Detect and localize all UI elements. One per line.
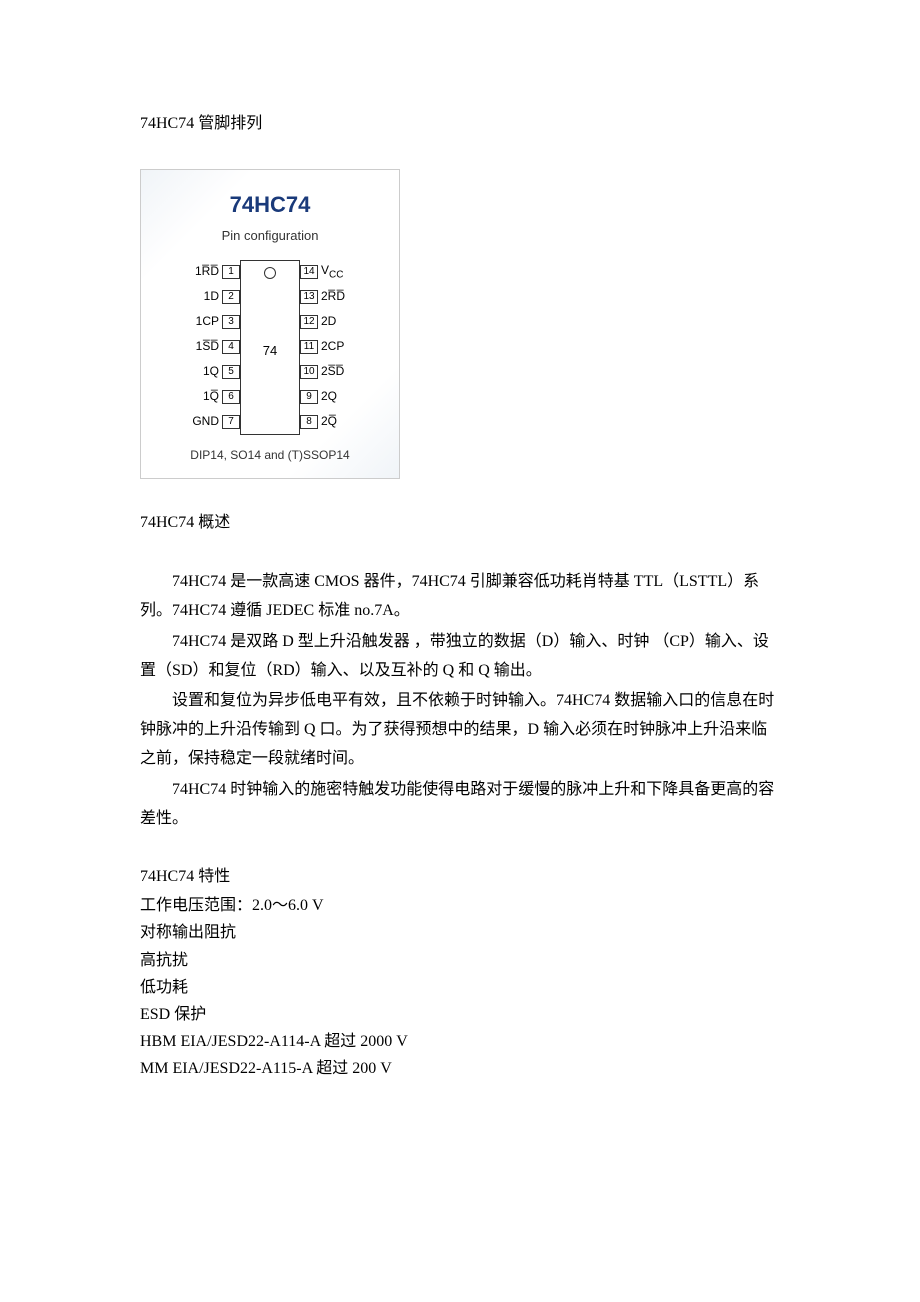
pin-label: 1Q̅ — [189, 386, 219, 408]
overview-section-title: 74HC74 概述 — [140, 509, 780, 538]
pin-number: 5 — [222, 365, 240, 379]
pin-label: 2S̅D̅ — [321, 361, 351, 383]
pin-row: 1S̅D̅ 4 — [189, 335, 240, 360]
feature-item: ESD 保护 — [140, 1001, 780, 1028]
pin-number: 6 — [222, 390, 240, 404]
pin-diagram: 74HC74 Pin configuration 1R̅D̅ 1 1D 2 1C… — [140, 169, 400, 480]
pinout-section-title: 74HC74 管脚排列 — [140, 110, 780, 139]
pin-number: 13 — [300, 290, 318, 304]
feature-item: 对称输出阻抗 — [140, 919, 780, 946]
pin-label: 2Q — [321, 386, 351, 408]
pin-number: 12 — [300, 315, 318, 329]
pin-row: 10 2S̅D̅ — [300, 360, 351, 385]
chip-pinout: 1R̅D̅ 1 1D 2 1CP 3 1S̅D̅ 4 1Q 5 1Q̅ 6 — [151, 260, 389, 435]
pin-label: 2Q̅ — [321, 411, 351, 433]
pin-number: 7 — [222, 415, 240, 429]
pin-row: 1Q̅ 6 — [189, 385, 240, 410]
pin-number: 1 — [222, 265, 240, 279]
pin-row: 1R̅D̅ 1 — [189, 260, 240, 285]
overview-paragraph: 74HC74 是一款高速 CMOS 器件，74HC74 引脚兼容低功耗肖特基 T… — [140, 568, 780, 626]
pin-row: 1D 2 — [189, 285, 240, 310]
pin-row: GND 7 — [189, 410, 240, 435]
chip-label: 74 — [263, 339, 277, 362]
pin-row: 1CP 3 — [189, 310, 240, 335]
pin-number: 11 — [300, 340, 318, 354]
diagram-subtitle: Pin configuration — [151, 224, 389, 247]
feature-item: 工作电压范围：2.0～6.0 V — [140, 892, 780, 919]
chip-body: 74 — [240, 260, 300, 435]
pin-row: 9 2Q — [300, 385, 351, 410]
pin-number: 2 — [222, 290, 240, 304]
pin-row: 13 2R̅D̅ — [300, 285, 351, 310]
pin-label: 1CP — [189, 311, 219, 333]
pin-label: VCC — [321, 260, 351, 284]
pin-number: 8 — [300, 415, 318, 429]
features-section: 74HC74 特性 工作电压范围：2.0～6.0 V 对称输出阻抗 高抗扰 低功… — [140, 863, 780, 1082]
chip-notch — [264, 267, 276, 279]
pin-row: 12 2D — [300, 310, 351, 335]
overview-section: 74HC74 是一款高速 CMOS 器件，74HC74 引脚兼容低功耗肖特基 T… — [140, 568, 780, 833]
pin-row: 8 2Q̅ — [300, 410, 351, 435]
pin-row: 14 VCC — [300, 260, 351, 285]
pin-row: 1Q 5 — [189, 360, 240, 385]
pin-number: 14 — [300, 265, 318, 279]
left-pins: 1R̅D̅ 1 1D 2 1CP 3 1S̅D̅ 4 1Q 5 1Q̅ 6 — [189, 260, 240, 435]
features-title: 74HC74 特性 — [140, 863, 780, 892]
feature-item: 高抗扰 — [140, 947, 780, 974]
pin-label: 1D — [189, 286, 219, 308]
pin-number: 4 — [222, 340, 240, 354]
pin-label: 2D — [321, 311, 351, 333]
right-pins: 14 VCC 13 2R̅D̅ 12 2D 11 2CP 10 2S̅D̅ 9 … — [300, 260, 351, 435]
pin-label: 1Q — [189, 361, 219, 383]
overview-paragraph: 74HC74 时钟输入的施密特触发功能使得电路对于缓慢的脉冲上升和下降具备更高的… — [140, 776, 780, 834]
pin-number: 9 — [300, 390, 318, 404]
overview-paragraph: 74HC74 是双路 D 型上升沿触发器 ，带独立的数据（D）输入、时钟 （CP… — [140, 628, 780, 686]
diagram-title: 74HC74 — [151, 185, 389, 225]
feature-item: MM EIA/JESD22-A115-A 超过 200 V — [140, 1055, 780, 1082]
pin-label: 2R̅D̅ — [321, 286, 351, 308]
overview-paragraph: 设置和复位为异步低电平有效，且不依赖于时钟输入。74HC74 数据输入口的信息在… — [140, 687, 780, 773]
diagram-footer: DIP14, SO14 and (T)SSOP14 — [151, 445, 389, 467]
pin-row: 11 2CP — [300, 335, 351, 360]
pin-label: 1S̅D̅ — [189, 336, 219, 358]
pin-number: 3 — [222, 315, 240, 329]
pin-label: 1R̅D̅ — [189, 261, 219, 283]
pin-label: GND — [189, 411, 219, 433]
feature-item: HBM EIA/JESD22-A114-A 超过 2000 V — [140, 1028, 780, 1055]
pin-label: 2CP — [321, 336, 351, 358]
pin-number: 10 — [300, 365, 318, 379]
feature-item: 低功耗 — [140, 974, 780, 1001]
